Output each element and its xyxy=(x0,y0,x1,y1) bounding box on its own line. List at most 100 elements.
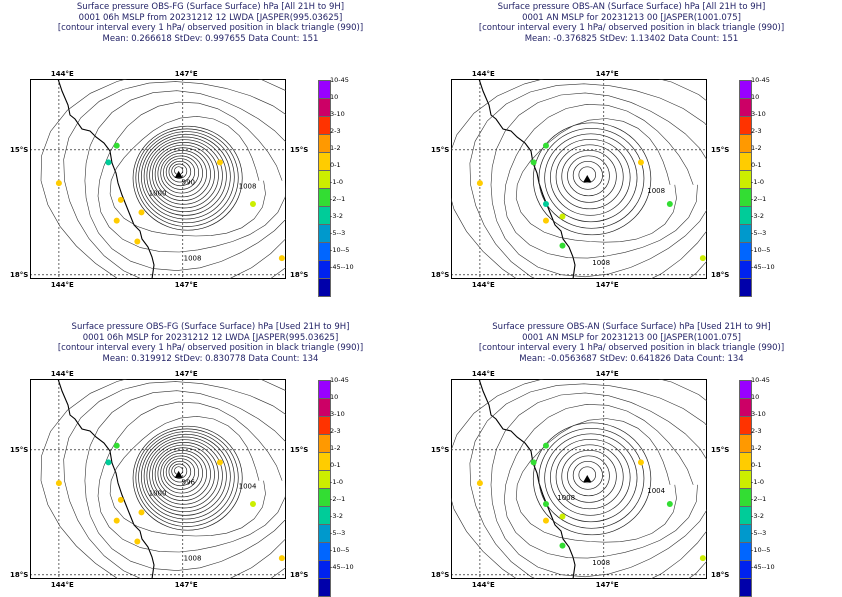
observation-point xyxy=(476,480,483,487)
observed-position-triangle xyxy=(583,475,592,482)
observation-point xyxy=(542,142,549,149)
pressure-contour-outer xyxy=(40,79,286,279)
legend-swatch xyxy=(318,98,331,116)
pressure-contour xyxy=(171,463,188,479)
legend-label: 10 xyxy=(751,393,760,401)
legend-swatch xyxy=(739,188,752,206)
legend-swatch xyxy=(739,206,752,224)
pressure-contour xyxy=(143,136,227,216)
observation-point xyxy=(55,480,62,487)
map-frame xyxy=(30,79,286,279)
legend-swatch xyxy=(739,152,752,170)
legend-label: 3-10 xyxy=(751,110,766,118)
pressure-contour xyxy=(544,433,638,523)
observation-point xyxy=(117,496,124,503)
lat-tick-label: 15°S xyxy=(290,445,309,454)
observation-point xyxy=(542,501,549,507)
contour-label: 1000 xyxy=(149,190,167,198)
panel-title: Surface pressure OBS-AN (Surface Surface… xyxy=(421,322,842,364)
legend-label: 2-3 xyxy=(751,127,762,135)
observation-point xyxy=(559,213,566,220)
lon-tick-label: 144°E xyxy=(471,370,495,378)
observation-point xyxy=(559,242,566,249)
observation-point xyxy=(542,442,549,449)
pressure-contour xyxy=(555,444,624,510)
legend-swatch xyxy=(318,542,331,560)
pressure-contour xyxy=(157,150,207,198)
legend-swatch xyxy=(318,224,331,242)
pressure-contour-outer xyxy=(503,403,698,559)
observation-point xyxy=(542,201,549,207)
title-line: Mean: -0.376825 StDev: 1.13402 Data Coun… xyxy=(524,33,739,44)
pressure-contour xyxy=(578,466,597,484)
legend-label: 3-10 xyxy=(330,410,345,418)
legend-swatch xyxy=(318,116,331,134)
pressure-contour xyxy=(160,452,203,494)
legend-swatch xyxy=(739,380,752,398)
title-line: Mean: 0.266618 StDev: 0.997655 Data Coun… xyxy=(102,33,319,44)
title-line: Surface pressure OBS-FG (Surface Surface… xyxy=(76,2,345,12)
pressure-contour-outer xyxy=(97,401,286,553)
map-frame xyxy=(451,79,707,279)
panel-obs-an-all: Surface pressure OBS-AN (Surface Surface… xyxy=(421,0,842,298)
legend-swatch xyxy=(739,170,752,188)
pressure-contour xyxy=(567,155,610,197)
lon-tick-label: 144°E xyxy=(50,581,74,589)
lat-tick-label: 15°S xyxy=(431,445,450,454)
lon-tick-label: 147°E xyxy=(595,370,619,378)
pressure-contour xyxy=(149,142,219,209)
pressure-contour xyxy=(135,128,239,227)
legend-label: -5--3 xyxy=(330,529,346,537)
legend-swatch xyxy=(318,206,331,224)
legend-swatch xyxy=(739,260,752,278)
legend-label: 2-3 xyxy=(751,427,762,435)
observation-point xyxy=(666,501,673,507)
legend-swatch xyxy=(739,398,752,416)
pressure-contour xyxy=(152,444,215,505)
legend-label: 0-1 xyxy=(751,461,762,469)
pressure-contour xyxy=(154,147,211,201)
pressure-contour xyxy=(538,127,645,229)
pressure-contour xyxy=(160,152,203,194)
pressure-contour-outer xyxy=(63,81,286,279)
legend-label: -5--3 xyxy=(330,229,346,237)
observation-point xyxy=(113,442,120,449)
map-plot-area: 1004 1008 1000 996 xyxy=(30,379,286,579)
legend-swatch xyxy=(318,242,331,260)
panel-title: Surface pressure OBS-AN (Surface Surface… xyxy=(421,2,842,44)
lon-tick-label: 147°E xyxy=(174,281,198,289)
pressure-contour xyxy=(157,450,207,498)
contour-label: 1008 xyxy=(184,555,202,563)
pressure-contour xyxy=(132,125,243,231)
legend-label: -10--5 xyxy=(330,546,350,554)
legend-label: 2-3 xyxy=(330,427,341,435)
pressure-contour xyxy=(135,428,239,527)
legend-swatch xyxy=(318,134,331,152)
legend-swatch xyxy=(318,506,331,524)
legend-label: -1-0 xyxy=(330,478,343,486)
lon-tick-label: 147°E xyxy=(174,581,198,589)
observation-point xyxy=(530,459,537,466)
pressure-contour-outer xyxy=(40,379,286,579)
legend-label: -45--10 xyxy=(751,563,775,571)
pressure-contour xyxy=(550,138,631,216)
legend-swatch xyxy=(739,224,752,242)
legend-label: 1-2 xyxy=(751,144,762,152)
pressure-contour xyxy=(138,131,235,224)
pressure-contour xyxy=(149,442,219,509)
contour-label: 1000 xyxy=(149,490,167,498)
map-plot-area: 1008 1008 xyxy=(451,79,707,279)
legend-swatch xyxy=(318,380,331,398)
observation-point xyxy=(113,517,120,524)
legend-swatch xyxy=(318,398,331,416)
pressure-contour-outer xyxy=(490,92,707,278)
observation-point xyxy=(249,501,256,507)
lat-tick-label: 18°S xyxy=(290,270,309,279)
legend-swatch xyxy=(318,80,331,98)
pressure-contour-outer xyxy=(63,381,286,579)
observation-point xyxy=(113,142,120,149)
pressure-contour xyxy=(132,425,243,531)
legend-label: 10-45 xyxy=(751,76,770,84)
observation-point xyxy=(278,255,285,262)
legend-label: -1-0 xyxy=(751,178,764,186)
